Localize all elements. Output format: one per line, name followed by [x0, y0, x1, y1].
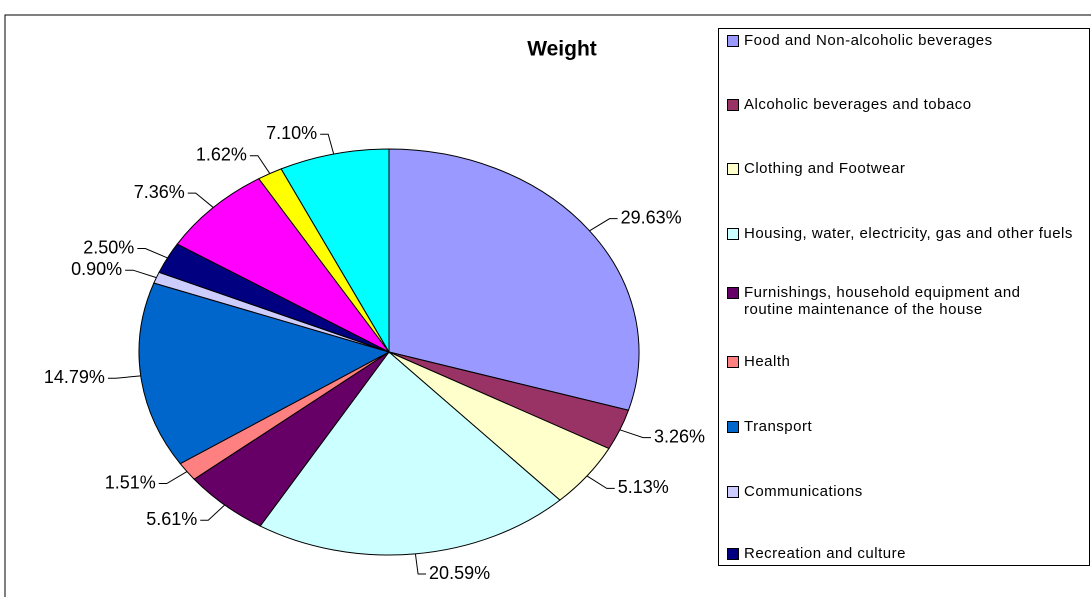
pie-slice [176, 178, 390, 353]
legend-item: Furnishings, household equipment and rou… [727, 284, 1074, 318]
legend-label: Health [744, 353, 791, 370]
legend-swatch [727, 163, 739, 175]
data-label: 5.13% [618, 477, 669, 497]
data-label: 5.61% [146, 509, 197, 529]
legend-item: Clothing and Footwear [727, 160, 1074, 177]
legend-label: Communications [744, 483, 863, 500]
chart-border [4, 14, 1091, 597]
data-label: 2.50% [83, 237, 134, 257]
legend-swatch [727, 228, 739, 240]
leader-line [586, 475, 615, 489]
leader-line [200, 504, 226, 521]
legend-item: Recreation and culture [727, 545, 1074, 562]
data-label: 7.10% [266, 123, 317, 143]
leader-line [158, 471, 188, 485]
legend-label: Clothing and Footwear [744, 160, 906, 177]
legend-label: Housing, water, electricity, gas and oth… [744, 225, 1073, 242]
legend-label: Transport [744, 418, 813, 435]
legend-swatch [727, 287, 739, 299]
legend: Food and Non-alcoholic beverages Alcoholi… [718, 28, 1090, 566]
legend-label: Alcoholic beverages and tobaco [744, 96, 972, 113]
legend-swatch [727, 486, 739, 498]
data-label: 14.79% [44, 367, 105, 387]
legend-item: Housing, water, electricity, gas and oth… [727, 225, 1074, 242]
leader-line [249, 155, 271, 174]
legend-item: Alcoholic beverages and tobaco [727, 96, 1074, 113]
leader-line [187, 192, 214, 208]
legend-item: Communications [727, 483, 1074, 500]
leader-line [320, 133, 335, 155]
leader-line [137, 248, 168, 259]
leader-line [107, 375, 141, 379]
data-label: 1.62% [196, 144, 247, 164]
leader-line [125, 269, 157, 279]
data-label: 3.26% [654, 426, 705, 446]
data-label: 7.36% [134, 182, 185, 202]
legend-swatch [727, 356, 739, 368]
data-label: 20.59% [429, 563, 490, 583]
legend-swatch [727, 548, 739, 560]
leader-line [414, 553, 427, 575]
leader-line [619, 429, 652, 439]
chart-title: Weight [527, 38, 597, 61]
legend-item: Transport [727, 418, 1074, 435]
pie-slice [280, 148, 390, 354]
legend-swatch [727, 421, 739, 433]
pie-slice [259, 351, 561, 556]
legend-swatch [727, 99, 739, 111]
data-label: 29.63% [621, 207, 682, 227]
data-label: 1.51% [105, 472, 156, 492]
legend-item: Health [727, 353, 1074, 370]
leader-line [589, 218, 618, 232]
legend-item: Food and Non-alcoholic beverages [727, 32, 1074, 49]
legend-swatch [727, 35, 739, 47]
legend-label: Recreation and culture [744, 545, 906, 562]
data-label: 0.90% [71, 259, 122, 279]
legend-label: Furnishings, household equipment and rou… [744, 284, 1021, 318]
legend-label: Food and Non-alcoholic beverages [744, 32, 993, 49]
